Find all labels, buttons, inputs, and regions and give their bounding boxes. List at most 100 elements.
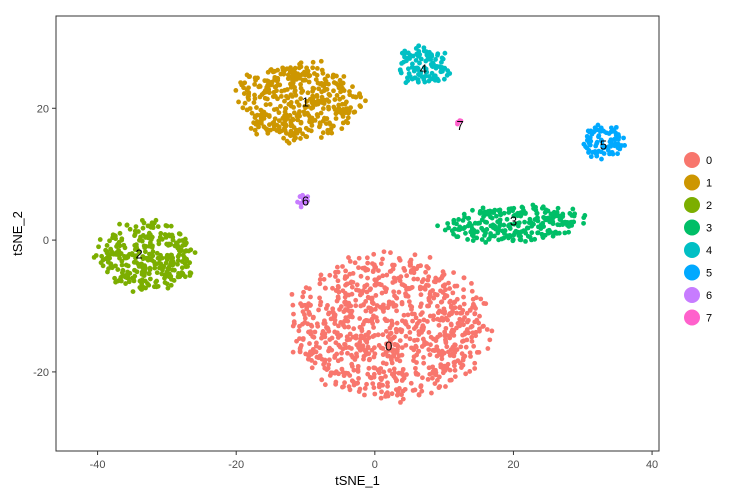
data-point xyxy=(177,231,183,237)
data-point xyxy=(452,305,458,311)
data-point xyxy=(568,219,574,225)
data-point xyxy=(404,273,410,279)
data-point xyxy=(321,321,327,326)
data-point xyxy=(535,230,541,236)
data-point xyxy=(392,293,397,299)
data-point xyxy=(316,86,322,92)
data-point xyxy=(258,120,264,126)
data-point xyxy=(411,276,417,282)
data-point xyxy=(389,360,395,366)
data-point xyxy=(308,329,313,334)
data-point xyxy=(343,307,348,312)
data-point xyxy=(416,72,422,78)
data-point xyxy=(344,281,350,287)
data-point xyxy=(606,144,612,149)
data-point xyxy=(267,122,272,128)
legend-swatch xyxy=(684,264,700,281)
legend-item-6: 6 xyxy=(684,287,712,303)
data-point xyxy=(305,198,311,204)
data-point xyxy=(378,282,384,288)
data-point xyxy=(334,93,340,98)
data-point xyxy=(465,216,471,221)
data-point xyxy=(170,237,176,243)
data-point xyxy=(370,307,375,313)
data-point xyxy=(437,277,442,283)
data-point xyxy=(168,276,174,282)
data-point xyxy=(366,351,372,357)
data-point xyxy=(346,304,352,309)
data-point xyxy=(422,79,428,85)
legend-swatch xyxy=(684,219,700,236)
data-point xyxy=(601,128,607,134)
data-point xyxy=(371,385,377,391)
data-point xyxy=(474,317,480,323)
data-point xyxy=(363,299,369,304)
data-point xyxy=(571,213,577,219)
data-point xyxy=(247,106,253,111)
data-point xyxy=(285,116,290,121)
data-point xyxy=(103,247,109,253)
data-point xyxy=(426,74,432,79)
data-point xyxy=(426,330,432,335)
data-point xyxy=(356,376,361,381)
data-point xyxy=(409,284,415,290)
data-point xyxy=(366,305,372,311)
data-point xyxy=(285,76,291,82)
data-point xyxy=(366,365,372,371)
data-point xyxy=(467,308,473,313)
data-point xyxy=(430,364,436,370)
data-point xyxy=(147,276,153,282)
data-point xyxy=(317,81,323,87)
data-point xyxy=(298,136,303,141)
data-point xyxy=(540,204,546,210)
data-point xyxy=(399,50,405,56)
data-point xyxy=(413,315,419,321)
data-point xyxy=(326,81,331,87)
data-point xyxy=(427,352,433,358)
data-point xyxy=(418,383,424,389)
data-point xyxy=(291,105,296,110)
data-point xyxy=(510,238,516,244)
data-point xyxy=(329,347,335,353)
data-point xyxy=(113,279,119,285)
data-point xyxy=(333,274,338,279)
data-point xyxy=(335,296,341,301)
data-point xyxy=(380,256,385,262)
data-point xyxy=(368,375,374,381)
data-point xyxy=(431,313,436,319)
data-point xyxy=(415,349,421,354)
data-point xyxy=(411,326,417,332)
data-point xyxy=(391,289,397,295)
data-point xyxy=(480,205,486,211)
data-point xyxy=(394,348,400,354)
series-1 xyxy=(233,58,368,146)
data-point xyxy=(236,99,241,105)
data-point xyxy=(415,337,420,343)
data-point xyxy=(562,230,568,236)
data-point xyxy=(430,368,436,374)
data-point xyxy=(435,316,440,322)
data-point xyxy=(470,296,476,302)
data-point xyxy=(303,351,309,357)
data-point xyxy=(480,324,486,329)
data-point xyxy=(298,119,304,125)
data-point xyxy=(445,361,451,367)
data-point xyxy=(421,342,427,348)
data-point xyxy=(168,255,173,260)
legend-swatch xyxy=(684,197,700,213)
data-point xyxy=(547,216,553,222)
data-point xyxy=(252,92,257,98)
data-point xyxy=(286,140,292,146)
data-point xyxy=(467,350,473,356)
data-point xyxy=(307,341,312,346)
data-point xyxy=(245,95,251,100)
data-point xyxy=(336,102,342,108)
data-point xyxy=(269,79,275,85)
data-point xyxy=(267,101,273,107)
data-point xyxy=(404,372,409,377)
data-point xyxy=(468,354,473,359)
data-point xyxy=(241,91,247,96)
data-point xyxy=(356,255,362,261)
data-point xyxy=(317,277,323,282)
data-point xyxy=(122,273,128,279)
